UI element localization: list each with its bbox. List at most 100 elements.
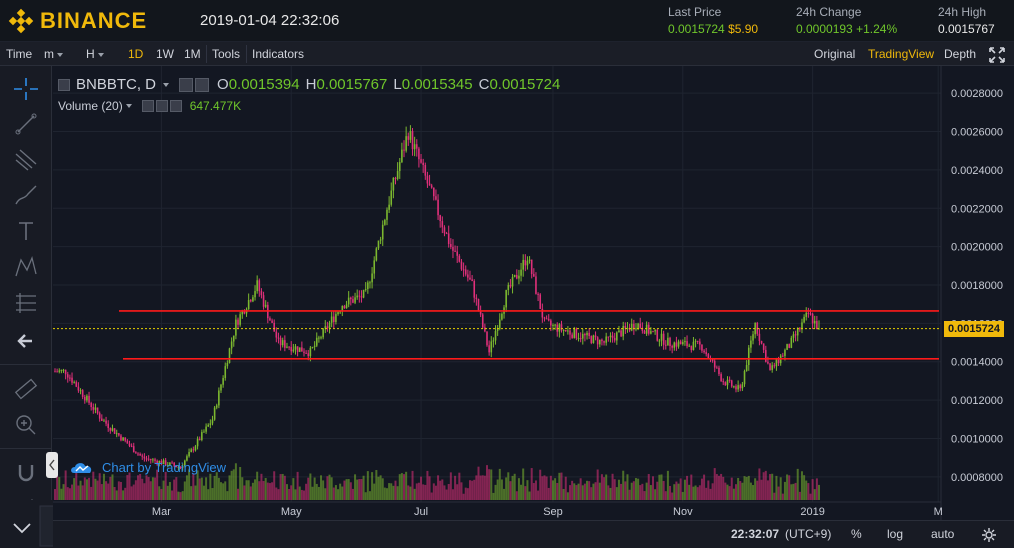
fib-tool[interactable]	[10, 290, 42, 316]
candle-body	[599, 339, 601, 345]
candle-body	[77, 386, 80, 391]
candle-body	[733, 386, 735, 388]
magnet-tool[interactable]	[10, 460, 42, 486]
candle-body	[324, 326, 327, 329]
candle-body	[311, 346, 314, 348]
zoom-tool[interactable]	[10, 412, 42, 438]
candle-body	[152, 459, 154, 461]
crosshair-tool[interactable]	[10, 76, 42, 102]
volume-bar	[100, 484, 103, 500]
fullscreen-icon[interactable]	[988, 46, 1006, 64]
scroll-left-handle[interactable]	[46, 452, 58, 478]
tools-button[interactable]: Tools	[212, 47, 241, 61]
candle-body	[690, 345, 693, 351]
trendline-tool[interactable]	[10, 110, 42, 136]
auto-scale-button[interactable]: auto	[931, 527, 955, 541]
price-axis[interactable]: 0.0028000 0.0026000 0.0024000 0.0022000 0.00…	[940, 66, 1014, 520]
original-view-button[interactable]: Original	[814, 47, 856, 61]
indicators-button[interactable]: Indicators	[252, 47, 305, 61]
chevron-down-icon[interactable]	[163, 82, 170, 87]
candle-body	[281, 340, 284, 346]
candle-body	[786, 344, 788, 350]
gear-icon[interactable]	[981, 527, 997, 543]
candle-body	[671, 345, 673, 348]
candle-body	[701, 344, 703, 351]
volume-bar	[132, 484, 135, 500]
high-stat: 24h High 0.0015767	[938, 4, 995, 38]
price-chart[interactable]: 0.0028000 0.0026000 0.0024000 0.0022000 0.00…	[53, 66, 1014, 520]
ruler-tool[interactable]	[10, 376, 42, 402]
volume-bar	[94, 478, 97, 500]
candle-body	[211, 419, 214, 424]
candle-body	[669, 337, 671, 346]
volume-bar	[298, 486, 301, 500]
volume-bar	[645, 482, 648, 500]
hour-dropdown[interactable]: H	[82, 45, 108, 63]
interval-1d-button[interactable]: 1D	[128, 47, 144, 61]
zoom-in-icon	[16, 415, 36, 435]
timezone[interactable]: (UTC+9)	[785, 527, 832, 541]
settings-icon[interactable]	[195, 77, 210, 92]
back-tool[interactable]	[10, 328, 42, 354]
candle-body	[367, 282, 369, 289]
candle-body	[805, 312, 808, 317]
settings-icon[interactable]	[155, 100, 168, 112]
candle-body	[226, 362, 229, 367]
candle-body	[745, 365, 748, 372]
chevron-down-icon[interactable]	[125, 104, 132, 108]
candle-body	[269, 318, 271, 321]
depth-view-button[interactable]: Depth	[944, 47, 977, 61]
pitchfork-tool[interactable]	[10, 146, 42, 172]
symbol-label[interactable]: BNBBTC, D	[76, 76, 157, 93]
volume-bar	[564, 476, 567, 500]
interval-1w-button[interactable]: 1W	[156, 47, 174, 61]
text-tool[interactable]	[10, 218, 42, 244]
volume-bar	[149, 481, 152, 500]
volume-bar	[139, 473, 142, 500]
percent-scale-button[interactable]: %	[851, 527, 862, 541]
candle-body	[569, 330, 571, 335]
tradingview-watermark[interactable]: Chart by TradingView	[70, 459, 226, 475]
candle-body	[371, 273, 373, 283]
candle-body	[498, 319, 501, 329]
volume-bar	[420, 476, 423, 500]
price-tick-label: 0.0028000	[951, 88, 1003, 100]
tradingview-view-button[interactable]: TradingView	[868, 47, 935, 61]
candle-body	[186, 456, 188, 461]
volume-bar	[413, 488, 416, 500]
volume-bar	[798, 491, 801, 500]
volume-bar	[394, 480, 397, 500]
volume-bar	[194, 485, 197, 500]
volume-bar	[637, 478, 640, 500]
candle-body	[162, 460, 165, 465]
interval-1m-button[interactable]: 1M	[184, 47, 201, 61]
volume-label[interactable]: Volume (20)	[58, 99, 123, 113]
candle-body	[796, 328, 799, 336]
collapse-legend-icon[interactable]	[58, 78, 70, 91]
brush-tool[interactable]	[10, 182, 42, 208]
log-scale-button[interactable]: log	[887, 527, 904, 541]
candle-body	[62, 369, 65, 371]
minute-dropdown[interactable]: m	[40, 45, 67, 63]
binance-logo[interactable]: BINANCE	[8, 8, 147, 34]
horizontal-lines[interactable]	[53, 310, 941, 360]
close-icon[interactable]	[169, 100, 182, 112]
change-percent: +1.24%	[856, 22, 898, 36]
candle-body	[622, 325, 625, 337]
candle-body	[462, 269, 465, 271]
chevron-left-icon	[49, 459, 55, 471]
candle-body	[433, 187, 435, 197]
candle-body	[141, 455, 144, 457]
eye-icon[interactable]	[179, 77, 194, 92]
candle-body	[441, 221, 444, 228]
time-axis[interactable]: Mar May Jul Sep Nov 2019 M	[53, 501, 943, 518]
candle-body	[767, 361, 769, 364]
candle-body	[415, 144, 418, 149]
time-button[interactable]: Time	[6, 47, 33, 61]
eye-icon[interactable]	[141, 100, 154, 112]
pattern-tool[interactable]	[10, 254, 42, 280]
volume-value: 647.477K	[189, 99, 242, 113]
volume-bar	[805, 480, 808, 500]
volume-bar	[517, 478, 520, 500]
volume-bar	[173, 479, 176, 500]
